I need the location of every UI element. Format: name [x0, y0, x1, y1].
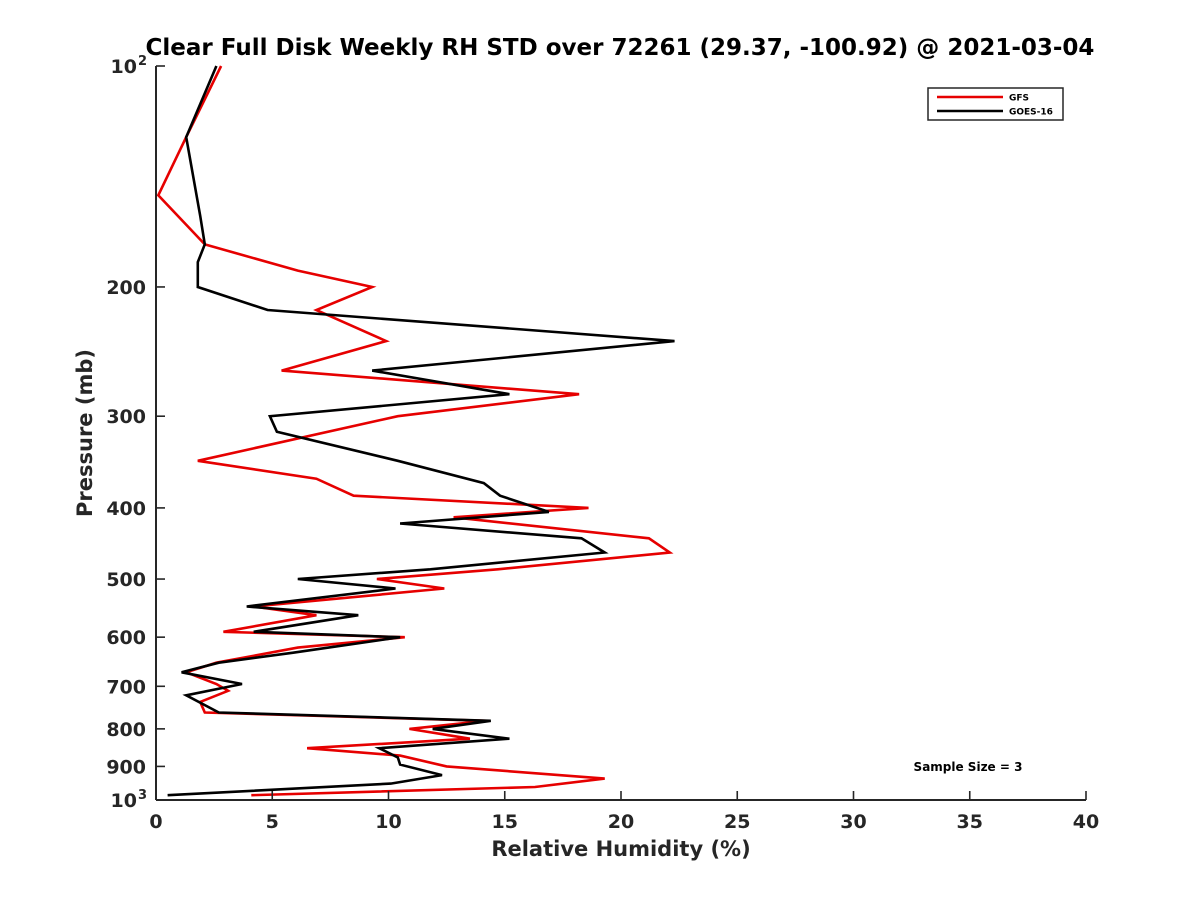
x-tick-label: 0 [149, 811, 162, 833]
y-tick-exponent: 2 [138, 54, 147, 69]
legend: GFS GOES-16 [927, 87, 1064, 121]
y-tick-label: 800 [106, 719, 146, 741]
y-tick-label: 200 [106, 277, 146, 299]
series-layer [156, 65, 675, 797]
legend-items: GFS GOES-16 [937, 94, 1053, 118]
x-tick-label: 35 [957, 811, 983, 833]
y-tick-exponent: 3 [138, 788, 147, 803]
y-tick-label: 700 [106, 676, 146, 698]
series-line-gfs [156, 65, 674, 797]
y-tick-label: 300 [106, 406, 146, 428]
x-axis-label: Relative Humidity (%) [491, 837, 750, 861]
x-ticks: 0 5 10 15 20 25 30 35 40 [149, 791, 1099, 833]
y-tick-label: 600 [106, 627, 146, 649]
sample-size-annotation: Sample Size = 3 [914, 760, 1023, 774]
x-tick-label: 5 [266, 811, 279, 833]
legend-label-goes-16: GOES-16 [1009, 108, 1053, 118]
y-tick-label: 10 [111, 56, 137, 78]
x-tick-label: 15 [492, 811, 518, 833]
x-tick-label: 10 [375, 811, 401, 833]
legend-label-gfs: GFS [1009, 94, 1029, 104]
x-tick-label: 20 [608, 811, 634, 833]
series-line-goes-16 [167, 65, 675, 797]
legend-box [927, 87, 1064, 121]
axes [155, 66, 1086, 801]
y-tick-label: 400 [106, 498, 146, 520]
chart-title: Clear Full Disk Weekly RH STD over 72261… [146, 35, 1095, 61]
y-tick-label: 900 [106, 756, 146, 778]
y-axis-label: Pressure (mb) [73, 349, 97, 517]
x-tick-label: 25 [724, 811, 750, 833]
x-tick-label: 40 [1073, 811, 1099, 833]
y-tick-label: 500 [106, 569, 146, 591]
x-tick-label: 30 [840, 811, 866, 833]
y-tick-label: 10 [111, 790, 137, 812]
